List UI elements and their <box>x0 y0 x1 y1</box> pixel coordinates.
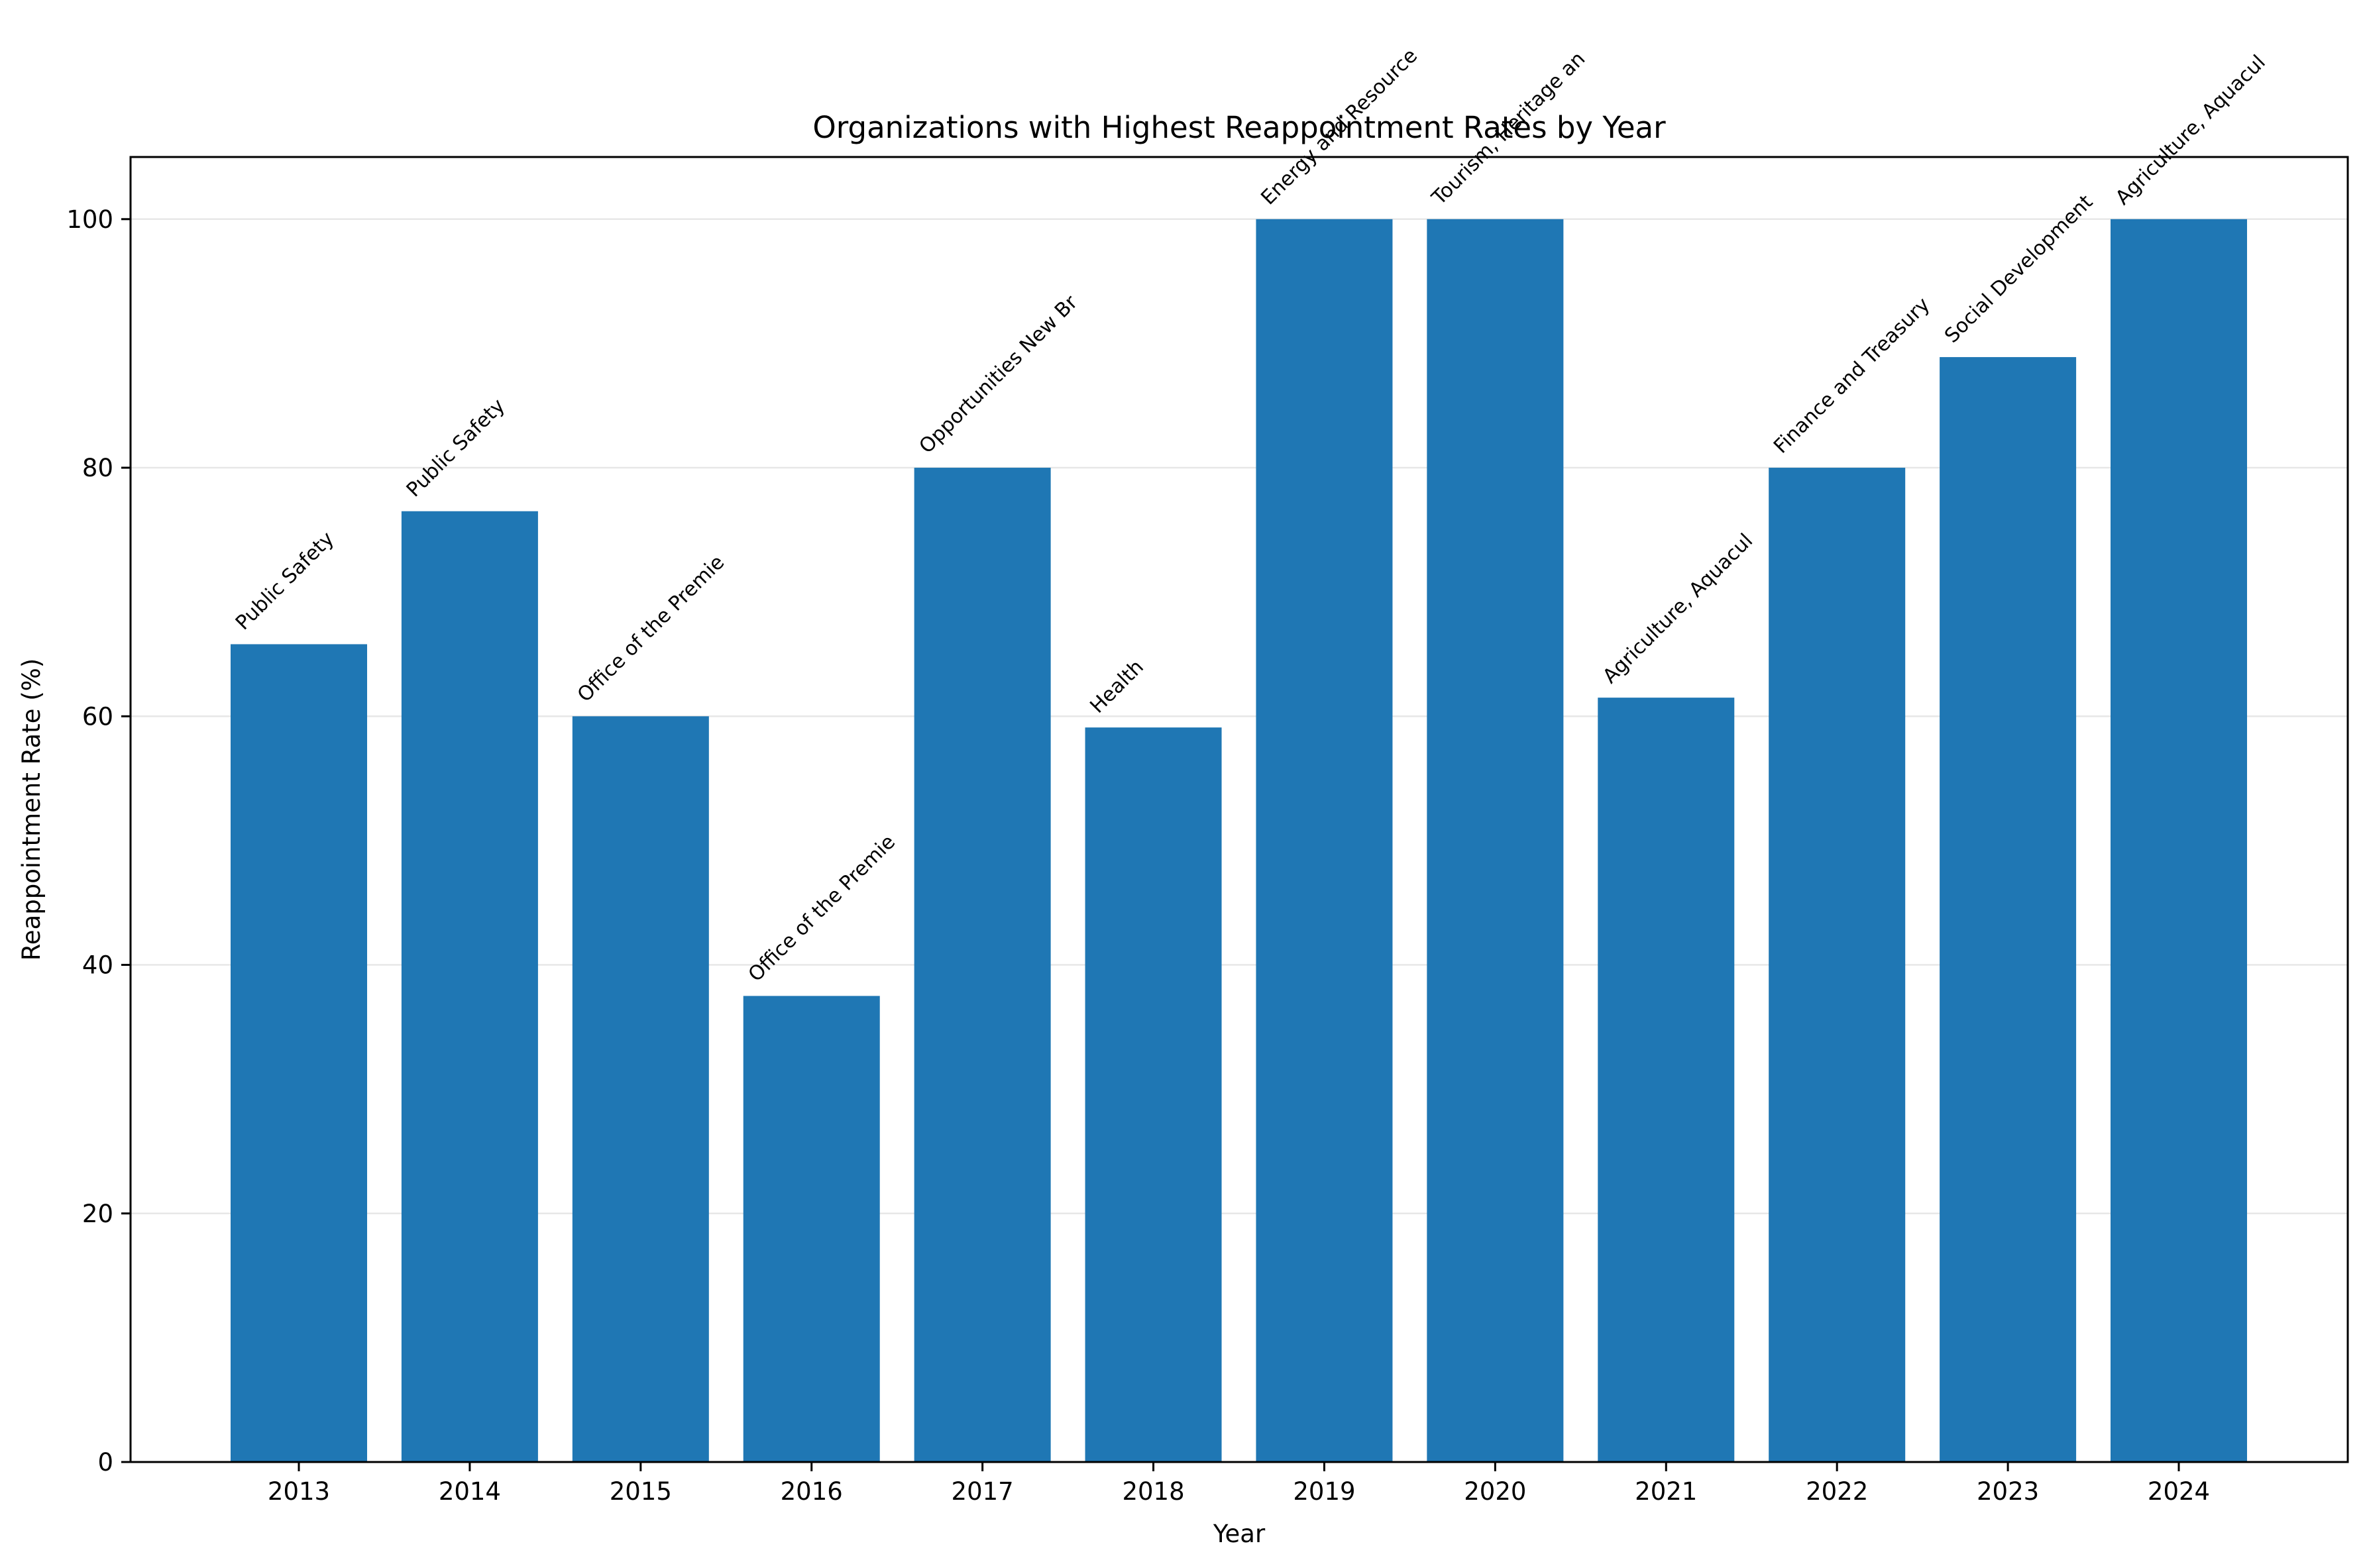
chart-title: Organizations with Highest Reappointment… <box>812 110 1666 145</box>
x-tick-label-2024: 2024 <box>2148 1477 2210 1506</box>
x-tick-label-2023: 2023 <box>1977 1477 2039 1506</box>
y-tick-label-5: 100 <box>66 205 113 234</box>
y-tick-label-2: 40 <box>82 951 113 980</box>
y-tick-label-4: 80 <box>82 454 113 482</box>
bar-2021 <box>1598 698 1735 1462</box>
plot-frame <box>129 156 2349 1463</box>
y-tick-label-3: 60 <box>82 702 113 731</box>
x-tick-label-2018: 2018 <box>1122 1477 1184 1506</box>
bar-2014 <box>401 511 538 1462</box>
x-tick-label-2022: 2022 <box>1806 1477 1868 1506</box>
x-tick-label-2017: 2017 <box>952 1477 1014 1506</box>
x-tick-label-2019: 2019 <box>1293 1477 1355 1506</box>
bar-2013 <box>231 644 367 1462</box>
x-tick-label-2016: 2016 <box>781 1477 843 1506</box>
x-ticks: 2013 2014 2015 2016 2017 2018 2019 2020 2021 2022… <box>268 1462 2210 1506</box>
x-tick-label-2014: 2014 <box>439 1477 501 1506</box>
x-tick-label-2021: 2021 <box>1635 1477 1697 1506</box>
x-tick-label-2013: 2013 <box>268 1477 330 1506</box>
bar-2024 <box>2111 219 2247 1462</box>
x-axis-label: Year <box>1213 1520 1266 1548</box>
bar-2019 <box>1256 219 1393 1462</box>
y-ticks: 0 20 40 60 80 100 <box>66 205 131 1477</box>
bar-2017 <box>914 468 1051 1462</box>
y-tick-label-1: 20 <box>82 1200 113 1228</box>
bar-2015 <box>572 716 709 1462</box>
bar-2020 <box>1427 219 1564 1462</box>
x-tick-label-2015: 2015 <box>610 1477 672 1506</box>
bars <box>231 219 2247 1462</box>
bar-2022 <box>1769 468 1906 1462</box>
bar-2018 <box>1085 727 1222 1462</box>
y-tick-label-0: 0 <box>97 1448 113 1477</box>
bar-2016 <box>743 996 880 1462</box>
x-tick-label-2020: 2020 <box>1464 1477 1526 1506</box>
y-axis-label: Reappointment Rate (%) <box>17 658 46 961</box>
bar-2023 <box>1940 357 2077 1462</box>
